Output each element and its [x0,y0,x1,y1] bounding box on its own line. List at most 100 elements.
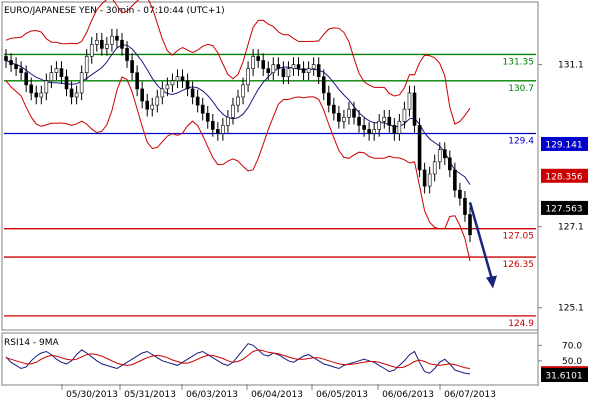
candle-body [301,68,306,73]
candle-body [286,68,291,78]
candle-body [337,112,341,122]
candle-body [392,125,397,134]
price-tag [541,168,588,183]
level-label: 129.4 [508,136,534,146]
candles [4,28,472,243]
price-tick-label: 125.1 [558,304,584,314]
candle-body [59,68,64,78]
price-tick-label: 131.1 [558,61,584,71]
candle-body [377,121,382,130]
candle-body [9,60,13,65]
rsi-value-tag [541,368,588,383]
candle-body [432,161,437,175]
candle-body [221,125,225,134]
candle-body [332,104,336,114]
candle-body [190,88,195,98]
candle-body [442,149,447,159]
candle-body [79,72,84,94]
rsi-value-tag-label: 31.6101 [545,372,582,382]
candle-body [256,56,260,61]
candle-body [175,76,180,82]
candle-body [89,44,94,57]
rsi-series-line [5,343,471,375]
candle-body [49,72,54,82]
candle-body [296,64,301,69]
candle-body [150,104,155,110]
price-tags: 129.141 128.356 127.563 [541,136,588,215]
candle-body [19,68,23,73]
candle-body [261,60,266,69]
candle-body [125,48,129,61]
candle-body [145,100,150,110]
candle-body [69,88,74,98]
candle-body [210,121,215,130]
candle-body [180,76,185,82]
candle-body [200,104,205,114]
candle-body [94,39,99,45]
candle-body [216,129,220,134]
candle-body [105,44,109,49]
forecast-arrow-head [486,275,497,289]
price-tag-label: 127.563 [545,204,582,214]
candle-body [110,35,114,45]
candle-body [64,76,69,90]
date-label: 05/30/2013 [66,390,118,400]
band-upper [5,0,471,125]
candle-body [316,64,321,78]
candle-body [367,129,371,134]
band-lower [5,76,471,262]
candle-body [266,68,271,73]
price-tick-label: 127.1 [558,223,584,233]
candle-body [29,84,34,94]
candle-body [276,64,281,69]
candle-body [448,157,452,171]
candle-body [160,88,165,98]
candle-body [463,198,467,215]
candle-body [342,116,346,122]
date-label: 06/06/2013 [382,390,434,400]
level-label: 127.05 [503,232,535,242]
candle-body [453,169,457,191]
candle-body [311,64,316,69]
candle-body [468,214,472,236]
rsi-tick-label: 50.0 [562,357,582,367]
candle-body [357,116,361,126]
candle-body [241,84,245,98]
date-label: 06/05/2013 [316,390,368,400]
candle-body [155,96,160,106]
forecast-arrow-shaft [468,202,494,280]
date-label: 06/07/2013 [444,390,496,400]
price-tag-label: 129.141 [545,140,582,150]
candle-body [140,88,144,102]
candle-body [321,76,326,94]
forecast-arrow [468,202,497,289]
date-label: 05/31/2013 [124,390,176,400]
candle-body [271,64,276,73]
candle-body [14,64,18,69]
date-axis: 05/30/2013 05/31/2013 06/03/2013 06/04/2013… [61,384,496,400]
candle-body [165,84,170,90]
price-tag [541,136,588,151]
candle-body [100,39,104,49]
candle-body [34,92,39,98]
candle-body [412,92,417,126]
candle-body [54,68,59,73]
candle-body [74,92,79,98]
candle-body [226,116,230,126]
candle-body [306,68,311,73]
candle-body [437,149,442,163]
candle-body [205,112,210,122]
date-label: 06/04/2013 [251,390,303,400]
rsi-tick-label: 70.0 [562,341,582,351]
price-tag [541,200,588,215]
candle-body [135,72,139,90]
candle-body [231,104,235,118]
candle-body [44,80,49,94]
candle-body [347,108,351,118]
candle-body [195,96,200,106]
candle-body [185,80,190,90]
candle-body [246,68,250,86]
rsi-axis-ticks: 70.050.033.989731.6101 [538,341,588,383]
candle-body [417,125,422,171]
